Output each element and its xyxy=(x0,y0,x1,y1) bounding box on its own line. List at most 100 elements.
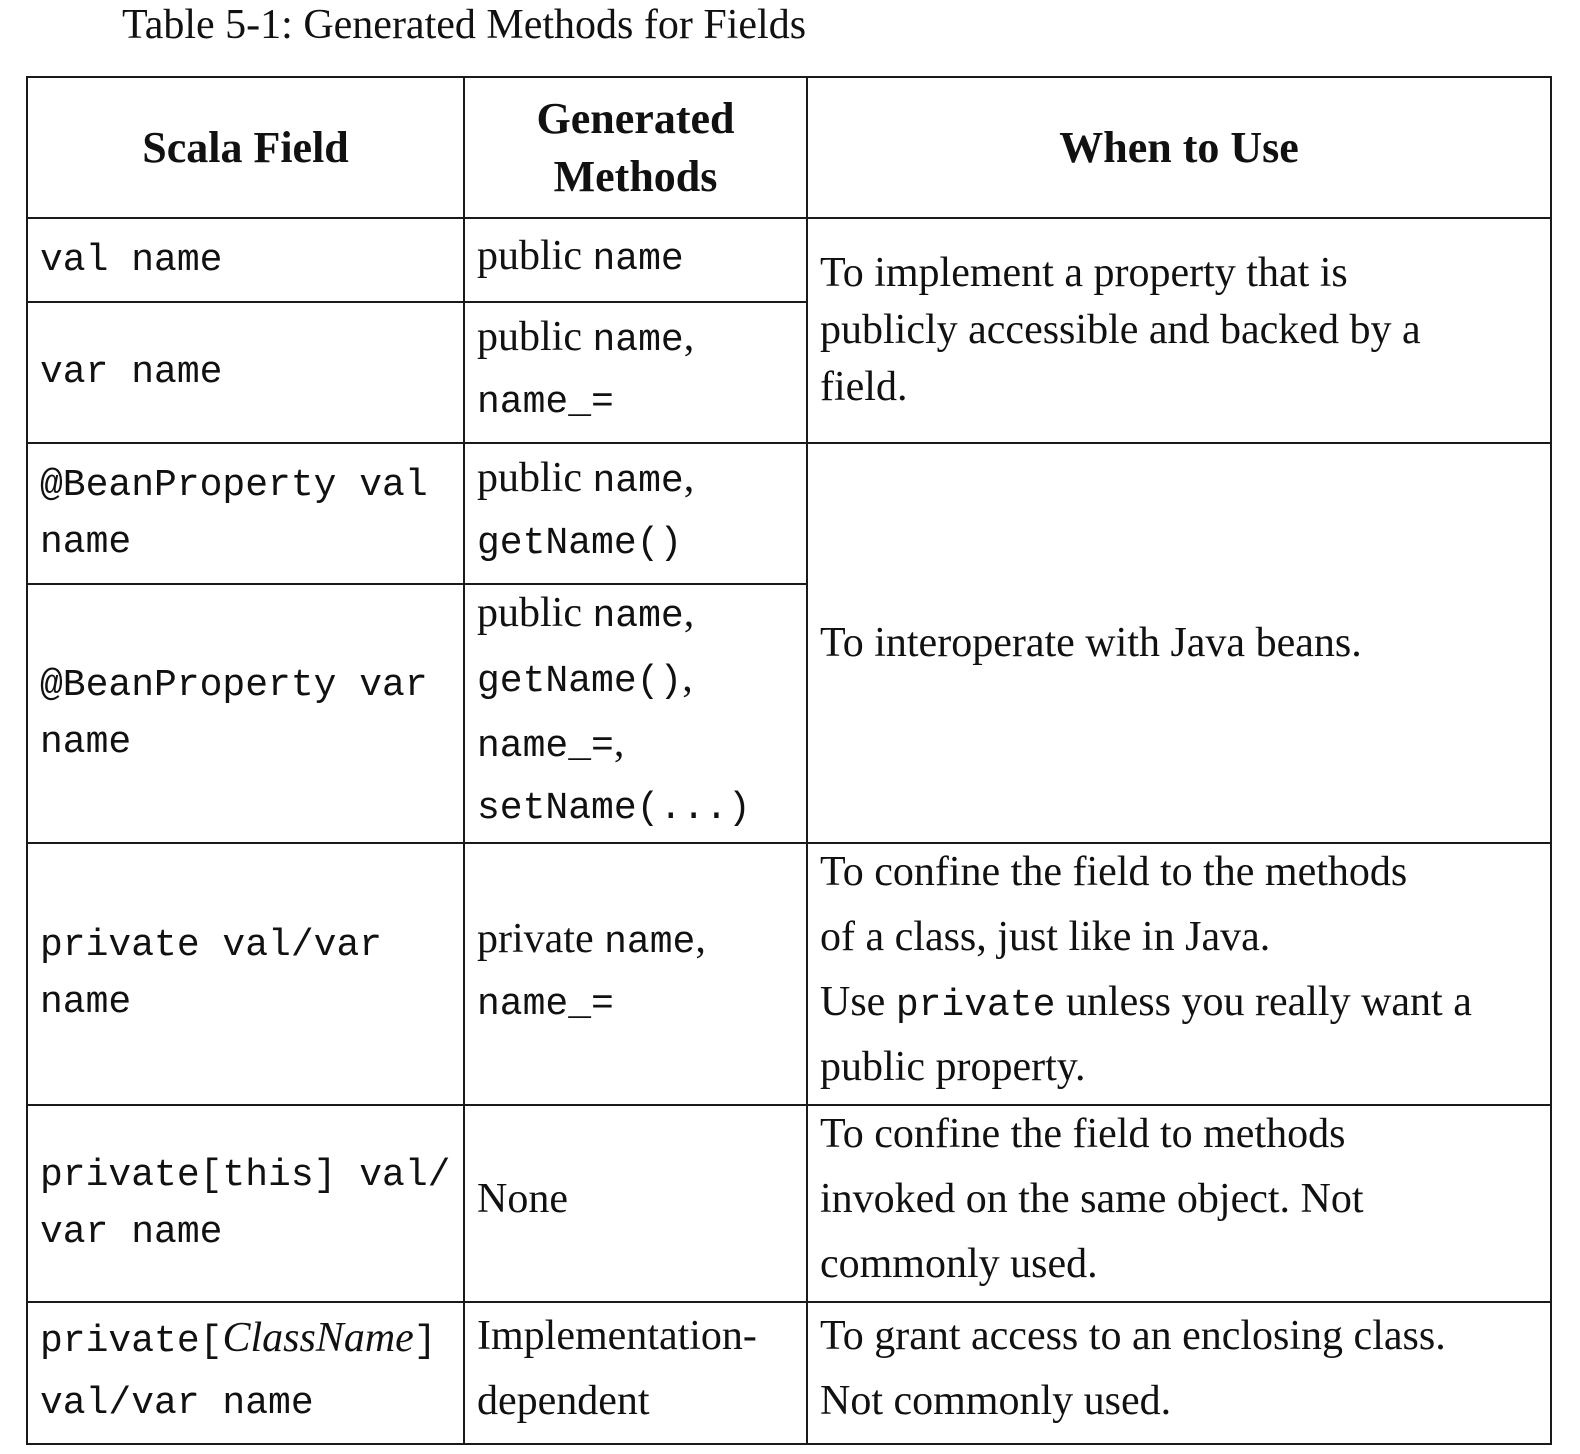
methods-cell: public name, name_= xyxy=(463,301,808,444)
text-segment: , xyxy=(613,720,625,766)
text-segment: To confine the field to methods xyxy=(820,1111,1346,1157)
when-line: invoked on the same object. Not xyxy=(820,1171,1538,1236)
field-line: name xyxy=(40,520,132,564)
text-segment: commonly used. xyxy=(820,1241,1098,1287)
field-cell: val name xyxy=(26,217,465,303)
generated-methods-table: Scala Field Generated Methods When to Us… xyxy=(26,76,1552,1445)
text-segment: unless you really want a xyxy=(1055,979,1472,1025)
text-segment: , xyxy=(682,655,693,701)
text-segment: name_= xyxy=(477,725,614,768)
when-line: public property. xyxy=(820,1039,1538,1104)
text-segment: To grant access to an enclosing class. xyxy=(820,1313,1446,1359)
text-segment: private xyxy=(477,915,605,962)
text-segment: private[ xyxy=(40,1319,223,1363)
when-cell: To implement a property that is publicly … xyxy=(806,217,1552,444)
field-line: val name xyxy=(40,238,223,282)
methods-cell: None xyxy=(463,1104,808,1303)
text-segment: Use xyxy=(820,979,896,1025)
table-row: val name public name To implement a prop… xyxy=(26,217,1552,444)
text-segment: dependent xyxy=(477,1378,650,1424)
field-line: name xyxy=(40,981,132,1024)
field-line: private val/var xyxy=(40,924,383,967)
text-segment: of a class, just like in Java. xyxy=(820,914,1271,960)
method-line: None xyxy=(477,1171,794,1236)
text-segment: name_= xyxy=(477,982,614,1026)
text-segment: getName() xyxy=(477,522,683,565)
when-line: commonly used. xyxy=(820,1236,1538,1301)
method-line: name_= xyxy=(477,976,794,1038)
text-segment: name xyxy=(592,237,684,281)
table-row: var name public name, name_= xyxy=(26,301,1551,444)
text-segment: name xyxy=(592,319,684,362)
field-line: @BeanProperty val xyxy=(40,463,428,507)
text-segment: public property. xyxy=(820,1044,1086,1090)
text-segment: To confine the field to the methods xyxy=(820,849,1408,895)
text-segment: , xyxy=(695,915,706,962)
table-row: @BeanProperty var name public name, getNam… xyxy=(26,583,1551,844)
text-segment: val/var name xyxy=(40,1381,314,1425)
methods-cell: public name, getName() xyxy=(463,442,808,585)
when-line: To confine the field to methods xyxy=(820,1106,1538,1171)
method-line: public name xyxy=(477,228,794,293)
method-line: name_=, xyxy=(477,715,794,780)
when-line: of a class, just like in Java. xyxy=(820,909,1538,974)
method-line: setName(...) xyxy=(477,780,794,842)
methods-cell: public name xyxy=(463,217,808,303)
when-line: To confine the field to the methods xyxy=(820,844,1538,909)
when-line: Use private unless you really want a xyxy=(820,974,1538,1039)
text-segment: , xyxy=(683,590,695,636)
when-line: To implement a property that is xyxy=(820,250,1348,296)
text-segment: ] xyxy=(413,1319,437,1363)
field-line: val/var name xyxy=(40,1375,451,1437)
field-cell: var name xyxy=(26,301,465,444)
text-segment: public xyxy=(477,232,593,279)
field-line: var name xyxy=(40,1210,223,1254)
text-segment: name xyxy=(604,920,696,964)
table-header-row: Scala Field Generated Methods When to Us… xyxy=(26,76,1552,219)
field-cell: private[this] val/var name xyxy=(26,1104,465,1303)
text-segment: public xyxy=(477,455,593,501)
when-line: To interoperate with Java beans. xyxy=(820,619,1362,666)
when-line: Not commonly used. xyxy=(820,1373,1538,1438)
field-cell: @BeanProperty var name xyxy=(26,583,465,844)
when-cell: To grant access to an enclosing class. No… xyxy=(806,1301,1552,1445)
field-cell: @BeanProperty val name xyxy=(26,442,465,585)
method-line: name_= xyxy=(477,374,794,436)
when-cell: To confine the field to the methods of a … xyxy=(806,842,1552,1106)
method-line: getName(), xyxy=(477,650,794,715)
when-line: field. xyxy=(820,364,908,410)
method-line: public name, xyxy=(477,309,794,374)
text-segment: getName() xyxy=(477,660,683,703)
method-line: public name, xyxy=(477,450,794,515)
header-scala-field: Scala Field xyxy=(26,76,465,219)
methods-cell: private name, name_= xyxy=(463,842,808,1106)
method-line: Implementation- xyxy=(477,1308,794,1373)
text-segment: public xyxy=(477,314,593,360)
header-generated-methods-line2: Methods xyxy=(553,151,718,201)
text-segment: name xyxy=(592,460,684,503)
when-cell: To confine the field to methods invoked o… xyxy=(806,1104,1552,1303)
field-line: @BeanProperty var xyxy=(40,663,428,707)
header-when-to-use: When to Use xyxy=(806,76,1552,219)
text-segment: private xyxy=(895,984,1056,1027)
field-cell: private val/var name xyxy=(26,842,465,1106)
text-segment: , xyxy=(683,455,695,501)
field-line: name xyxy=(40,720,132,764)
table-caption: Table 5-1: Generated Methods for Fields xyxy=(122,2,807,48)
method-line: public name, xyxy=(477,585,794,650)
field-cell: private[ClassName] val/var name xyxy=(26,1301,465,1445)
header-generated-methods-line1: Generated xyxy=(536,93,735,143)
when-line: publicly accessible and backed by a xyxy=(820,307,1421,353)
text-segment: ClassName xyxy=(222,1314,414,1361)
text-segment: Implementation- xyxy=(477,1313,757,1359)
table-row: @BeanProperty val name public name, getNam… xyxy=(26,442,1552,844)
method-line: private name, xyxy=(477,911,794,976)
table-row: private[this] val/var name None To confi… xyxy=(26,1104,1552,1303)
text-segment: invoked on the same object. Not xyxy=(820,1176,1364,1222)
when-cell: To interoperate with Java beans. xyxy=(806,442,1552,844)
methods-cell: public name, getName(), name_=, setName(...… xyxy=(463,583,808,844)
when-line: To grant access to an enclosing class. xyxy=(820,1308,1538,1373)
text-segment: name_= xyxy=(477,381,614,424)
text-segment: name xyxy=(592,595,684,638)
methods-cell: Implementation-dependent xyxy=(463,1301,808,1445)
